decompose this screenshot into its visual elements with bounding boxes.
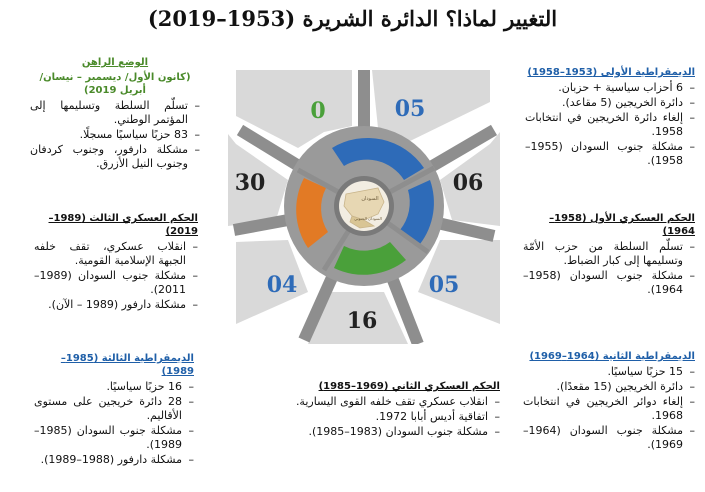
period-items: 16 حزبًا سياسيًا.28 دائرة خريجين على مست…	[34, 380, 194, 467]
period-items: 6 أحزاب سياسية + حزبان.دائرة الخريجين (5…	[525, 81, 695, 168]
panel-bottom-right	[418, 240, 500, 324]
period-items: انقلاب عسكري تقف خلفه القوى اليسارية.اتف…	[278, 395, 500, 439]
period-item: تسلّم السلطة من حزب الأمّة وتسليمها إلى …	[523, 240, 695, 268]
segment-label: 0	[310, 98, 325, 124]
period-item: مشكلة جنوب السودان (1985–1989).	[34, 424, 194, 452]
period-item: إلغاء دوائر الخريجين في انتخابات 1968.	[523, 395, 695, 423]
period-item: مشكلة دارفور (1989 – الآن).	[34, 298, 198, 312]
period-military-3: الحكم العسكري الثالث (1989–2019) انقلاب …	[34, 212, 198, 313]
period-heading: الحكم العسكري الأول (1958–1964)	[549, 213, 695, 237]
period-item: انقلاب عسكري، تقف خلفه الجبهة الإسلامية …	[34, 240, 198, 268]
period-democracy-3: الديمقراطية الثالثة (1985–1989) 16 حزبًا…	[34, 352, 194, 468]
period-item: مشكلة دارفور، وجنوب كردفان وجنوب النيل ا…	[30, 143, 200, 171]
period-item: 6 أحزاب سياسية + حزبان.	[525, 81, 695, 95]
period-item: 83 حزبًا سياسيًا مسجلًا.	[30, 128, 200, 142]
period-item: إلغاء دائرة الخريجين في انتخابات 1958.	[525, 111, 695, 139]
segment-label: 04	[267, 272, 298, 298]
period-items: تسلّم السلطة من حزب الأمّة وتسليمها إلى …	[523, 240, 695, 297]
arc-blue-top	[332, 137, 424, 180]
period-item: دائرة الخريجين (15 مقعدًا).	[523, 380, 695, 394]
period-item: مشكلة جنوب السودان (1958–1964).	[523, 269, 695, 297]
period-heading: الديمقراطية الثانية (1964–1969)	[529, 351, 695, 362]
period-item: دائرة الخريجين (5 مقاعد).	[525, 96, 695, 110]
period-military-2: الحكم العسكري الثاني (1969–1985) انقلاب …	[278, 380, 500, 440]
period-item: مشكلة جنوب السودان (1964–1969).	[523, 424, 695, 452]
period-democracy-1: الديمقراطية الأولى (1953–1958) 6 أحزاب س…	[525, 66, 695, 169]
period-item: انقلاب عسكري تقف خلفه القوى اليسارية.	[278, 395, 500, 409]
cycle-diagram: السودان السودان الجنوبي 05 06 05 16 04 3…	[228, 70, 500, 344]
period-items: 15 حزبًا سياسيًا.دائرة الخريجين (15 مقعد…	[523, 365, 695, 452]
arc-orange-left	[296, 178, 328, 248]
period-military-1: الحكم العسكري الأول (1958–1964) تسلّم ال…	[523, 212, 695, 298]
period-heading: الديمقراطية الثالثة (1985–1989)	[60, 353, 194, 377]
panel-top-right	[372, 70, 490, 142]
period-item: مشكلة دارفور (1988–1989).	[34, 453, 194, 467]
period-subheading: (كانون الأول/ ديسمبر – نيسان/ أبريل 2019…	[39, 72, 191, 96]
segment-label: 30	[235, 170, 266, 196]
segment-label: 16	[347, 308, 378, 334]
sudan-map-icon: السودان السودان الجنوبي	[343, 187, 385, 229]
period-item: تسلّم السلطة وتسليمها إلى المؤتمر الوطني…	[30, 99, 200, 127]
period-item: 28 دائرة خريجين على مستوى الأقاليم.	[34, 395, 194, 423]
period-heading: الوضع الراهن	[81, 57, 149, 68]
arc-green-bottom	[334, 242, 406, 275]
panel-bottom	[308, 292, 408, 344]
period-item: مشكلة جنوب السودان (1983–1985).	[278, 425, 501, 439]
map-label-sudan: السودان	[361, 196, 378, 202]
segment-label: 05	[395, 96, 426, 122]
period-current: الوضع الراهن (كانون الأول/ ديسمبر – نيسا…	[30, 56, 200, 172]
panel-left	[228, 134, 288, 226]
period-heading: الديمقراطية الأولى (1953–1958)	[527, 67, 695, 78]
arc-blue-right	[400, 180, 434, 244]
period-item: 15 حزبًا سياسيًا.	[523, 365, 695, 379]
segment-label: 06	[453, 170, 484, 196]
segment-label-group: 05 06 05 16 04 30 0	[235, 96, 484, 334]
panel-right	[440, 132, 500, 226]
period-heading: الحكم العسكري الثالث (1989–2019)	[48, 213, 198, 237]
period-democracy-2: الديمقراطية الثانية (1964–1969) 15 حزبًا…	[523, 350, 695, 453]
period-heading: الحكم العسكري الثاني (1969–1985)	[318, 381, 500, 392]
segment-label: 05	[429, 272, 460, 298]
period-items: انقلاب عسكري، تقف خلفه الجبهة الإسلامية …	[34, 240, 198, 312]
period-item: اتفاقية أديس أبابا 1972.	[278, 410, 500, 424]
period-items: تسلّم السلطة وتسليمها إلى المؤتمر الوطني…	[30, 99, 200, 171]
panel-bottom-left	[236, 240, 308, 324]
panel-group	[228, 70, 500, 344]
period-item: مشكلة جنوب السودان (1989–2011).	[34, 269, 198, 297]
map-label-south-sudan: السودان الجنوبي	[354, 216, 382, 221]
period-item: مشكلة جنوب السودان (1955–1958).	[525, 140, 695, 168]
page-title: التغيير لماذا؟ الدائرة الشريرة (1953–201…	[147, 6, 558, 31]
panel-top-left	[236, 70, 352, 148]
period-item: 16 حزبًا سياسيًا.	[34, 380, 194, 394]
